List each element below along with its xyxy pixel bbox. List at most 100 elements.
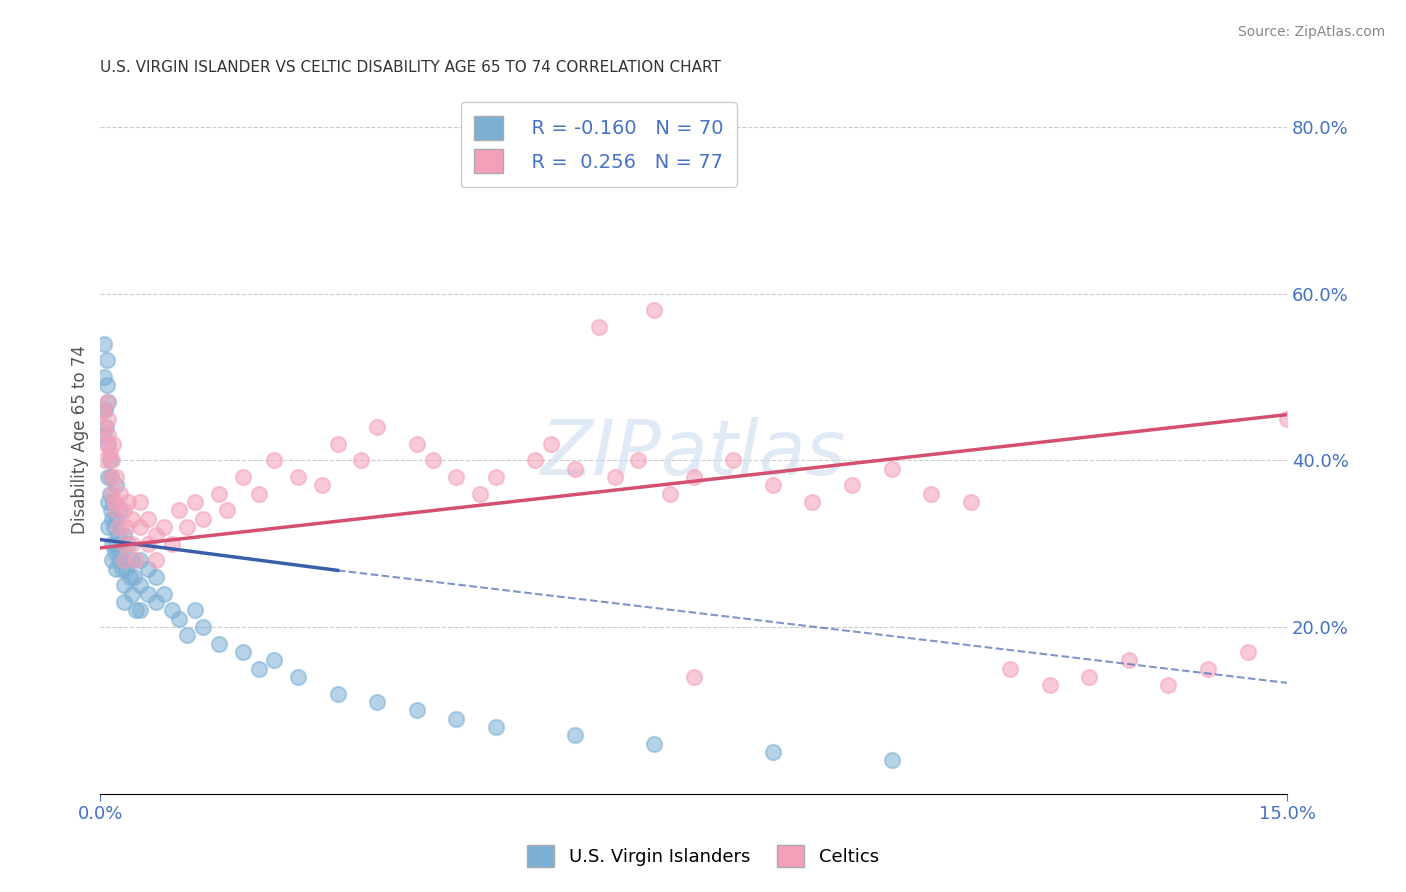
Point [97, 428, 120, 442]
Point [136, 562, 159, 576]
Point [643, 737, 665, 751]
Point [311, 478, 333, 492]
Point [93, 370, 115, 384]
Point [422, 453, 444, 467]
Point [107, 553, 129, 567]
Point [112, 595, 135, 609]
Point [97, 436, 120, 450]
Point [287, 470, 309, 484]
Point [112, 553, 135, 567]
Point [232, 645, 254, 659]
Point [169, 503, 191, 517]
Point [105, 537, 128, 551]
Point [263, 453, 285, 467]
Point [880, 753, 903, 767]
Point [94, 420, 117, 434]
Point [96, 353, 118, 368]
Point [100, 470, 122, 484]
Point [247, 662, 270, 676]
Text: U.S. VIRGIN ISLANDER VS CELTIC DISABILITY AGE 65 TO 74 CORRELATION CHART: U.S. VIRGIN ISLANDER VS CELTIC DISABILIT… [100, 60, 721, 75]
Point [98, 487, 121, 501]
Point [93, 420, 115, 434]
Point [98, 453, 121, 467]
Point [96, 378, 118, 392]
Point [104, 495, 127, 509]
Point [160, 603, 183, 617]
Point [176, 520, 198, 534]
Point [100, 470, 122, 484]
Point [145, 528, 167, 542]
Point [101, 537, 124, 551]
Point [117, 495, 139, 509]
Point [801, 495, 824, 509]
Legend:   R = -0.160   N = 70,   R =  0.256   N = 77: R = -0.160 N = 70, R = 0.256 N = 77 [461, 103, 737, 186]
Point [103, 520, 125, 534]
Point [485, 720, 508, 734]
Point [723, 453, 745, 467]
Point [94, 403, 117, 417]
Point [136, 587, 159, 601]
Point [129, 603, 152, 617]
Point [97, 520, 120, 534]
Point [104, 545, 127, 559]
Point [152, 520, 174, 534]
Point [145, 595, 167, 609]
Point [366, 695, 388, 709]
Point [122, 570, 145, 584]
Point [659, 487, 682, 501]
Point [115, 520, 138, 534]
Point [193, 620, 215, 634]
Point [105, 562, 128, 576]
Point [920, 487, 942, 501]
Point [129, 520, 152, 534]
Point [350, 453, 373, 467]
Point [998, 662, 1021, 676]
Point [111, 562, 134, 576]
Point [326, 436, 349, 450]
Point [115, 562, 138, 576]
Point [105, 470, 128, 484]
Point [564, 461, 586, 475]
Point [94, 453, 117, 467]
Point [193, 512, 215, 526]
Point [603, 470, 626, 484]
Point [1157, 678, 1180, 692]
Point [232, 470, 254, 484]
Point [366, 420, 388, 434]
Point [152, 587, 174, 601]
Point [627, 453, 650, 467]
Point [107, 528, 129, 542]
Point [125, 603, 148, 617]
Point [263, 653, 285, 667]
Point [326, 687, 349, 701]
Point [762, 478, 785, 492]
Point [184, 603, 207, 617]
Point [145, 553, 167, 567]
Point [643, 303, 665, 318]
Point [215, 503, 238, 517]
Point [1197, 662, 1219, 676]
Point [247, 487, 270, 501]
Point [208, 487, 231, 501]
Point [136, 537, 159, 551]
Point [121, 553, 143, 567]
Point [208, 637, 231, 651]
Point [97, 411, 120, 425]
Point [524, 453, 547, 467]
Point [108, 487, 131, 501]
Point [588, 320, 610, 334]
Point [176, 628, 198, 642]
Point [136, 512, 159, 526]
Point [1236, 645, 1258, 659]
Point [101, 487, 124, 501]
Point [96, 395, 118, 409]
Point [762, 745, 785, 759]
Legend: U.S. Virgin Islanders, Celtics: U.S. Virgin Islanders, Celtics [520, 838, 886, 874]
Point [959, 495, 981, 509]
Text: ZIPatlas: ZIPatlas [541, 417, 846, 491]
Point [145, 570, 167, 584]
Point [120, 570, 142, 584]
Point [97, 495, 120, 509]
Point [101, 553, 124, 567]
Point [880, 461, 903, 475]
